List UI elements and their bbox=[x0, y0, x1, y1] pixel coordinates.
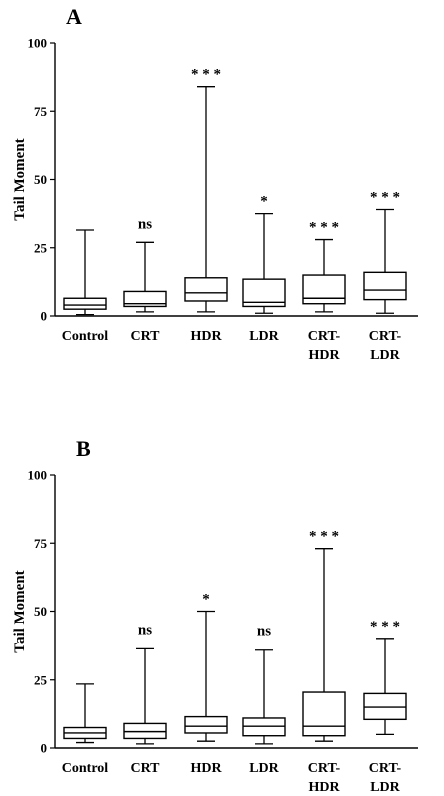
y-tick-label: 50 bbox=[34, 172, 47, 187]
significance-label: * * * bbox=[191, 67, 221, 83]
category-label: CRT- bbox=[308, 761, 341, 776]
category-label-line2: LDR bbox=[370, 780, 400, 795]
box-0: Control bbox=[62, 229, 109, 344]
panel-letter: B bbox=[76, 436, 91, 461]
category-label: LDR bbox=[249, 329, 279, 344]
category-label: CRT bbox=[130, 329, 160, 344]
y-axis-label: Tail Moment bbox=[12, 570, 28, 652]
category-label-line2: LDR bbox=[370, 348, 400, 363]
significance-label: * * * bbox=[309, 529, 339, 545]
y-tick-label: 75 bbox=[34, 104, 48, 119]
y-tick-label: 0 bbox=[41, 309, 48, 324]
box-iqr bbox=[302, 691, 346, 737]
y-tick-label: 75 bbox=[34, 536, 48, 551]
box-1: ns CRT bbox=[123, 622, 167, 776]
category-label: Control bbox=[62, 761, 109, 776]
panel-b: B 0 25 50 75 100 Tail Moment Control ns CRT * HDR ns… bbox=[12, 436, 418, 795]
significance-label: ns bbox=[138, 622, 152, 638]
box-2: * HDR bbox=[184, 592, 228, 776]
panel-a: A 0 25 50 75 100 Tail Moment Control ns CRT * * * H… bbox=[12, 4, 418, 363]
y-tick-label: 25 bbox=[34, 240, 48, 255]
box-4: * * * CRT- HDR bbox=[302, 529, 346, 795]
box-iqr bbox=[302, 274, 346, 305]
box-3: ns LDR bbox=[242, 624, 286, 776]
box-iqr bbox=[123, 290, 167, 308]
y-axis-label: Tail Moment bbox=[12, 138, 28, 220]
box-iqr bbox=[184, 277, 228, 302]
y-tick-label: 0 bbox=[41, 741, 48, 756]
y-tick-label: 50 bbox=[34, 604, 47, 619]
significance-label: ns bbox=[138, 216, 152, 232]
box-5: * * * CRT- LDR bbox=[363, 190, 407, 363]
box-iqr bbox=[363, 271, 407, 301]
category-label: LDR bbox=[249, 761, 279, 776]
category-label: HDR bbox=[190, 761, 222, 776]
category-label: CRT- bbox=[369, 329, 402, 344]
box-iqr bbox=[63, 297, 107, 310]
box-5: * * * CRT- LDR bbox=[363, 619, 407, 795]
category-label-line2: HDR bbox=[308, 780, 340, 795]
category-label: CRT- bbox=[369, 761, 402, 776]
category-label: CRT bbox=[130, 761, 160, 776]
y-tick-label: 100 bbox=[28, 36, 48, 51]
box-0: Control bbox=[62, 683, 109, 776]
significance-label: * * * bbox=[370, 619, 400, 635]
significance-label: * bbox=[260, 194, 268, 210]
category-label-line2: HDR bbox=[308, 348, 340, 363]
significance-label: ns bbox=[257, 624, 271, 640]
category-label: HDR bbox=[190, 329, 222, 344]
significance-label: * bbox=[202, 592, 210, 608]
y-tick-label: 100 bbox=[28, 468, 48, 483]
category-label: Control bbox=[62, 329, 109, 344]
category-label: CRT- bbox=[308, 329, 341, 344]
panel-letter: A bbox=[66, 4, 82, 29]
box-iqr bbox=[184, 715, 228, 734]
y-tick-label: 25 bbox=[34, 672, 48, 687]
box-4: * * * CRT- HDR bbox=[302, 220, 346, 363]
significance-label: * * * bbox=[370, 190, 400, 206]
box-1: ns CRT bbox=[123, 216, 167, 344]
significance-label: * * * bbox=[309, 220, 339, 236]
box-2: * * * HDR bbox=[184, 67, 228, 344]
box-3: * LDR bbox=[242, 194, 286, 344]
